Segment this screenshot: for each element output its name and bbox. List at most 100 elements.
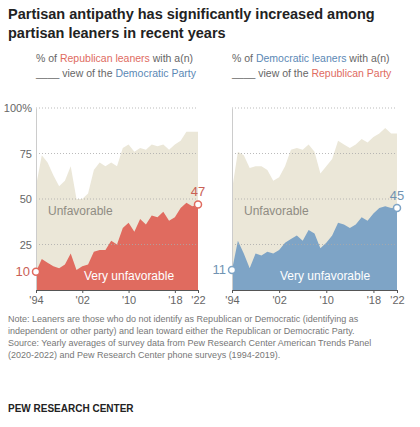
subtitle-part: ____ view of the [35, 67, 115, 79]
subtitle-part: Republican leaners [60, 52, 150, 64]
x-tick: '18 [168, 290, 182, 306]
x-tick-line [232, 290, 233, 293]
y-axis: 25 50 75 100% [4, 102, 37, 290]
series-label: Unfavorable [48, 204, 113, 218]
subtitle-part: ____ view of the [231, 67, 311, 79]
subtitle: ____ view of the Democratic Party [35, 67, 197, 79]
end-marker [195, 201, 202, 208]
title-group: Partisan antipathy has significantly inc… [8, 6, 375, 41]
data-label: 10 [16, 264, 30, 279]
grid-line [36, 199, 198, 200]
x-tick-label: '02 [76, 294, 90, 306]
y-tick: 50 [20, 193, 36, 205]
x-tick-line [326, 290, 327, 293]
subtitle-part: with a(n) [150, 52, 193, 64]
note: independent or other party) and lean tow… [8, 326, 355, 336]
subtitle-part: % of [36, 52, 60, 64]
x-tick: '02 [76, 290, 90, 306]
x-tick: '18 [367, 290, 381, 306]
x-axis-line [233, 290, 398, 291]
y-tick-label: 75 [20, 148, 32, 160]
x-tick: '94 [29, 290, 43, 306]
x-tick: '22 [390, 290, 404, 306]
x-tick-line [198, 290, 199, 293]
data-label: 47 [191, 184, 205, 199]
subtitle-part: Democratic leaners [256, 52, 346, 64]
x-tick: '94 [225, 290, 239, 306]
subtitle-part: with a(n) [346, 52, 389, 64]
x-tick-line [36, 290, 37, 293]
grid-line [232, 153, 397, 154]
grid [232, 108, 397, 245]
y-tick: 100% [4, 102, 36, 114]
x-tick-label: '22 [191, 294, 205, 306]
end-marker [33, 268, 40, 275]
x-tick-line [279, 290, 280, 293]
x-axis: '94 '02 '10 '18 '22 [225, 290, 404, 306]
series-label: Very unfavorable [280, 269, 370, 283]
grid-line [36, 244, 198, 245]
x-tick: '10 [320, 290, 334, 306]
grid-line [36, 153, 198, 154]
subtitle: % of Democratic leaners with a(n) [232, 52, 390, 64]
subtitle-part: Democratic Party [115, 67, 196, 79]
end-marker [394, 205, 401, 212]
plot-area [232, 128, 397, 290]
x-tick-label: '94 [29, 294, 43, 306]
series-label: Very unfavorable [84, 269, 174, 283]
source: (2020-2022) and Pew Research Center phon… [8, 350, 280, 360]
y-axis-line [232, 109, 233, 291]
title: partisan leaners in recent years [8, 25, 226, 41]
panel: % of Republican leaners with a(n) ____ vi… [4, 52, 206, 306]
x-tick-label: '10 [320, 294, 334, 306]
subtitle-part: % of [232, 52, 256, 64]
x-tick-label: '18 [168, 294, 182, 306]
x-tick-label: '10 [122, 294, 136, 306]
x-tick-label: '02 [272, 294, 286, 306]
area [232, 128, 397, 290]
subtitle: ____ view of the Republican Party [231, 67, 392, 79]
x-tick-label: '94 [225, 294, 239, 306]
area [36, 203, 198, 290]
subtitle-part: Republican Party [311, 67, 392, 79]
credit: PEW RESEARCH CENTER [8, 403, 134, 414]
x-tick: '02 [272, 290, 286, 306]
data-label: 11 [213, 262, 227, 277]
y-axis-line [36, 109, 37, 291]
grid-line [36, 108, 198, 109]
y-tick-label: 25 [20, 239, 32, 251]
series-label: Unfavorable [244, 204, 309, 218]
area [232, 206, 397, 290]
end-marker [229, 266, 236, 273]
footnotes: Note: Leaners are those who do not ident… [8, 314, 371, 414]
panel: % of Democratic leaners with a(n) ____ vi… [213, 52, 405, 306]
title: Partisan antipathy has significantly inc… [8, 6, 375, 22]
x-tick-line [373, 290, 374, 293]
grid-line [232, 199, 397, 200]
y-tick-label: 50 [20, 193, 32, 205]
area [36, 132, 198, 290]
y-tick: 25 [20, 239, 36, 251]
x-tick: '10 [122, 290, 136, 306]
grid-line [232, 244, 397, 245]
x-tick-line [129, 290, 130, 293]
x-tick-line [82, 290, 83, 293]
x-axis: '94 '02 '10 '18 '22 [29, 290, 205, 306]
grid [36, 108, 198, 245]
note: Note: Leaners are those who do not ident… [8, 314, 359, 324]
x-tick-line [175, 290, 176, 293]
y-tick: 75 [20, 148, 36, 160]
source: Source: Yearly averages of survey data f… [8, 338, 371, 348]
x-tick: '22 [191, 290, 205, 306]
chart-root: Partisan antipathy has significantly inc… [0, 0, 420, 427]
x-tick-label: '22 [390, 294, 404, 306]
y-tick-label: 100% [4, 102, 32, 114]
data-label: 45 [390, 188, 404, 203]
x-tick-line [397, 290, 398, 293]
x-tick-label: '18 [367, 294, 381, 306]
grid-line [232, 108, 397, 109]
x-axis-line [37, 290, 199, 291]
subtitle: % of Republican leaners with a(n) [36, 52, 193, 64]
y-axis [232, 109, 234, 291]
plot-area [36, 132, 198, 290]
